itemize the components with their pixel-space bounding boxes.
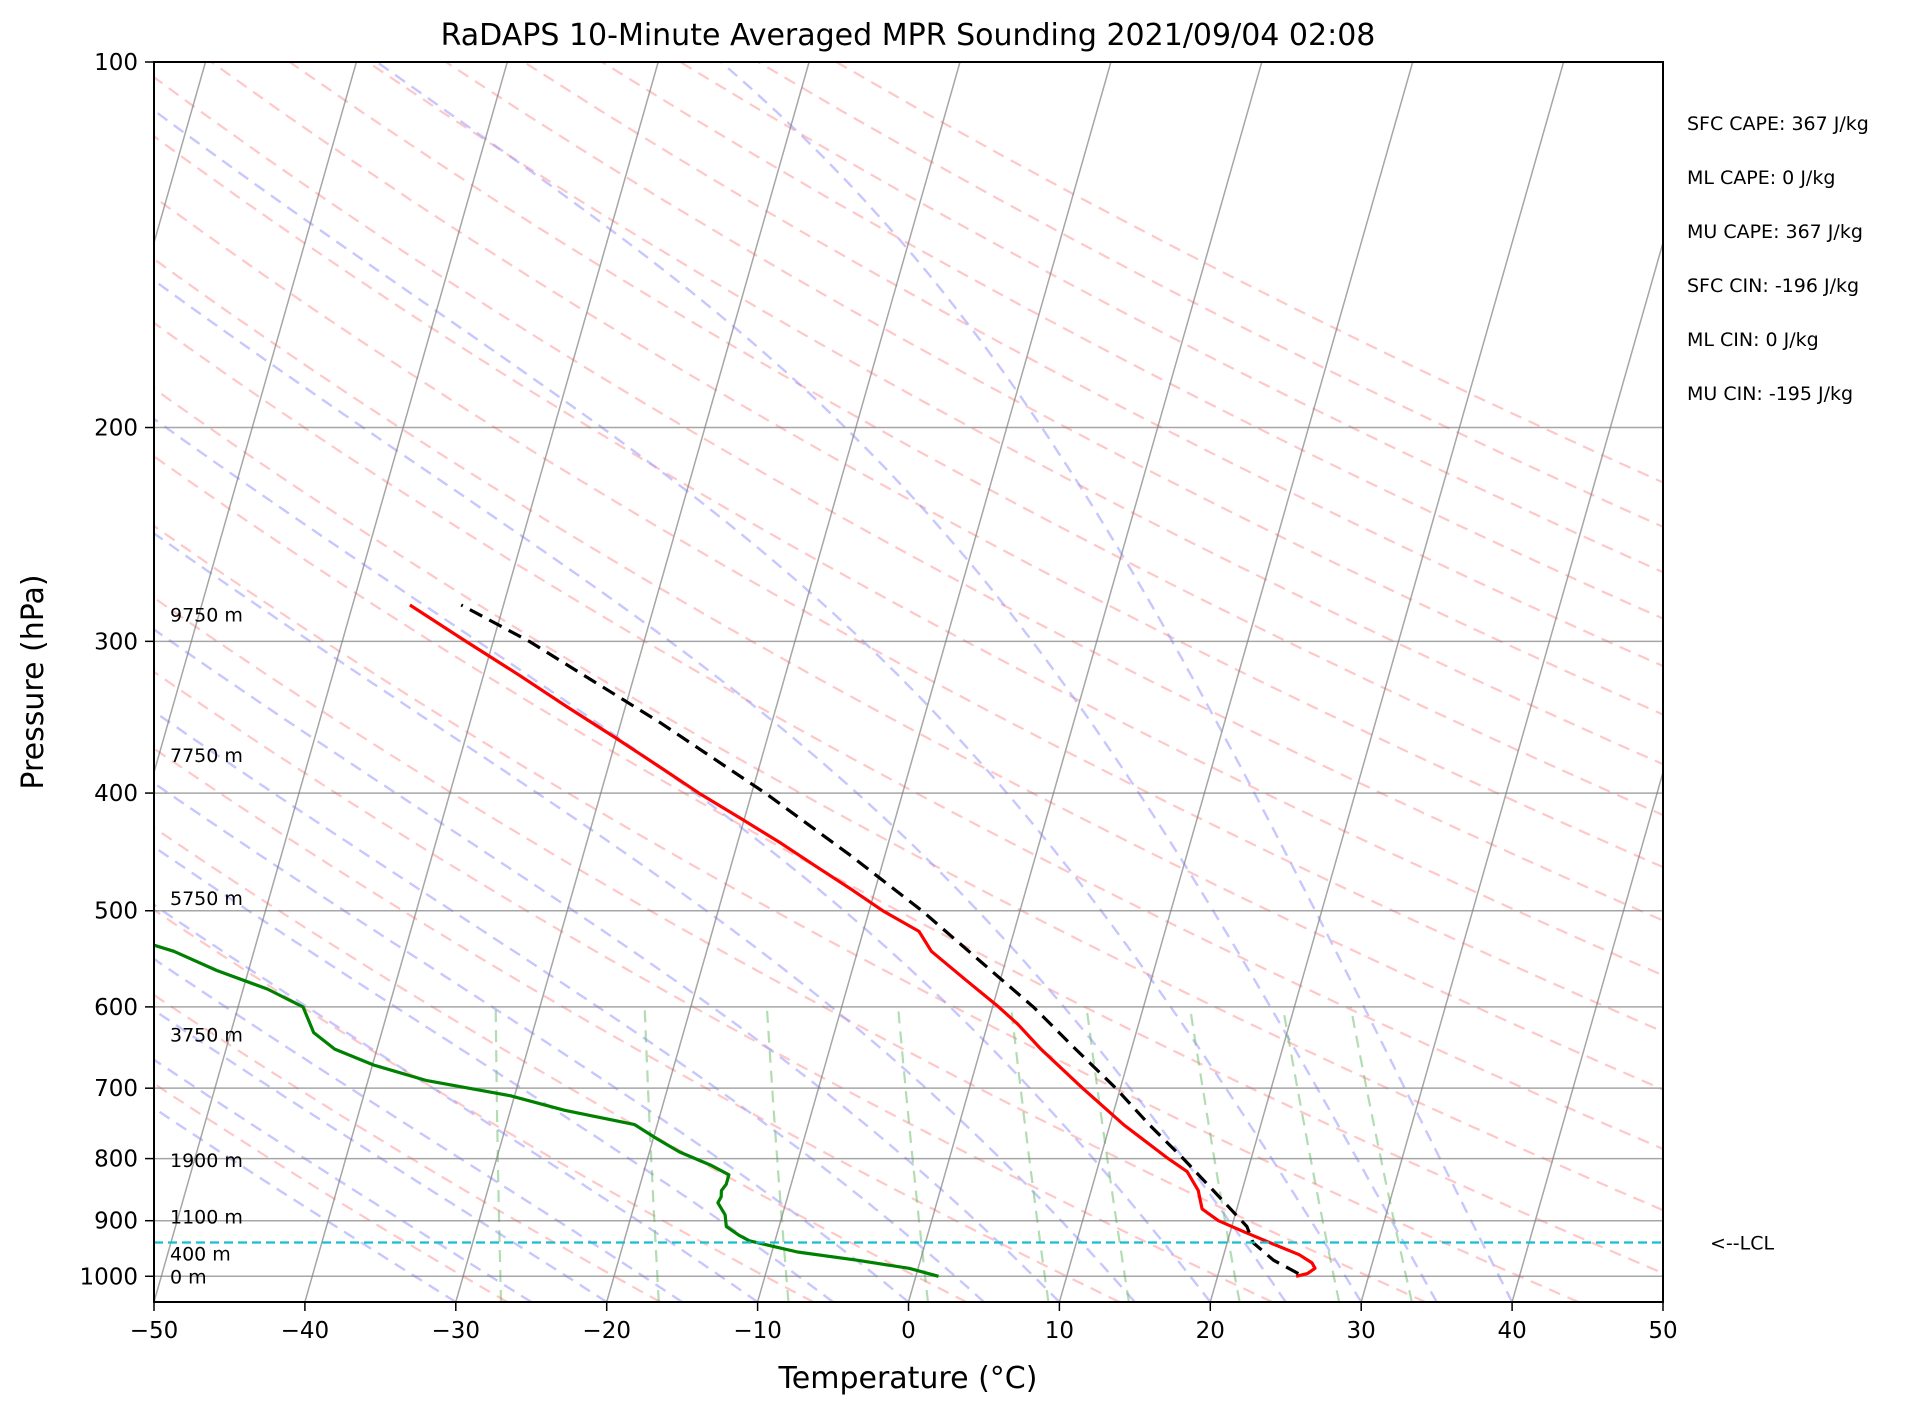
dry-adiabat	[601, 62, 1663, 620]
height-label: 400 m	[170, 1244, 231, 1266]
isotherm	[1360, 240, 1663, 1302]
isotherm	[756, 62, 1112, 1302]
isotherm	[1209, 62, 1565, 1302]
moist-adiabat	[154, 628, 1061, 1302]
dry-adiabat	[154, 321, 1663, 1151]
y-tick-label: 100	[94, 50, 138, 76]
dry-adiabat	[154, 195, 1663, 1033]
moist-adiabat	[376, 62, 1438, 1302]
isotherm	[907, 62, 1263, 1302]
lcl-label: <--LCL	[1710, 1233, 1774, 1255]
sounding-lines	[154, 603, 1317, 1278]
x-axis-label: Temperature (°C)	[778, 1361, 1038, 1396]
axis-ticks: −50 −40 −30 −20 −10 0 10 20 30 40 50 1000 900 800 700 6…	[79, 50, 1677, 1344]
mixing-ratio-line	[1010, 1006, 1050, 1302]
height-label: 1900 m	[170, 1150, 243, 1172]
x-tick-label: −40	[281, 1318, 330, 1344]
x-tick-label: −20	[582, 1318, 631, 1344]
dry-adiabat	[679, 62, 1663, 574]
dry-adiabat	[154, 524, 1579, 1302]
y-tick-label: 700	[94, 1076, 138, 1102]
moist-adiabat	[154, 1008, 608, 1302]
moist-adiabat	[154, 417, 1212, 1302]
height-label: 5750 m	[170, 888, 243, 910]
stat-line: MU CIN: -195 J/kg	[1687, 383, 1853, 405]
dry-adiabat	[210, 62, 1663, 869]
moist-adiabat	[154, 845, 834, 1302]
mixing-ratio-line	[897, 1006, 930, 1302]
stat-line: SFC CAPE: 367 J/kg	[1687, 113, 1869, 135]
height-label: 7750 m	[170, 745, 243, 767]
mixing-ratio-line	[494, 1006, 503, 1302]
y-tick-label: 600	[94, 995, 138, 1021]
y-axis-label: Pressure (hPa)	[16, 574, 51, 789]
mixing-ratio-line	[643, 1006, 660, 1302]
isotherm	[154, 62, 509, 1302]
chart-title: RaDAPS 10-Minute Averaged MPR Sounding 2…	[441, 18, 1376, 53]
y-tick-label: 200	[94, 416, 138, 442]
background-lines	[154, 62, 1663, 1302]
x-tick-label: 0	[901, 1318, 916, 1344]
isotherm	[1058, 62, 1414, 1302]
x-tick-label: 30	[1347, 1318, 1376, 1344]
y-tick-label: 300	[94, 629, 138, 655]
x-tick-label: 50	[1648, 1318, 1677, 1344]
dry-adiabat	[154, 826, 967, 1302]
y-tick-label: 800	[94, 1147, 138, 1173]
x-tick-label: −30	[432, 1318, 481, 1344]
mixing-ratio-line	[1281, 1006, 1341, 1302]
dewpoint-line	[154, 943, 939, 1278]
dry-adiabat	[154, 387, 1663, 1212]
dry-adiabat	[154, 1082, 508, 1302]
stat-line: ML CIN: 0 J/kg	[1687, 329, 1819, 351]
stat-line: MU CAPE: 367 J/kg	[1687, 221, 1863, 243]
height-label: 3750 m	[170, 1024, 243, 1046]
height-label: 1100 m	[170, 1207, 243, 1229]
y-tick-label: 500	[94, 899, 138, 925]
isotherm	[605, 62, 961, 1302]
stat-line: SFC CIN: -196 J/kg	[1687, 275, 1859, 297]
height-label: 0 m	[170, 1266, 207, 1288]
x-tick-label: −50	[130, 1318, 179, 1344]
parcel-line	[460, 603, 1300, 1276]
isotherm	[1511, 769, 1663, 1302]
moist-adiabat	[154, 957, 683, 1302]
dry-adiabat	[154, 455, 1663, 1275]
x-tick-label: −10	[733, 1318, 782, 1344]
y-tick-label: 1000	[79, 1264, 138, 1290]
isotherm	[304, 62, 659, 1302]
moist-adiabat	[154, 109, 1363, 1302]
moist-adiabat	[154, 278, 1287, 1302]
y-tick-label: 900	[94, 1209, 138, 1235]
mixing-ratio-line	[765, 1006, 790, 1302]
moist-adiabat	[154, 710, 985, 1302]
dry-adiabat	[154, 596, 1426, 1302]
stat-line: ML CAPE: 0 J/kg	[1687, 167, 1835, 189]
mixing-ratio-line	[1349, 1006, 1413, 1302]
moist-adiabat	[154, 781, 910, 1302]
y-tick-label: 400	[94, 781, 138, 807]
mixing-ratio-line	[1085, 1006, 1130, 1302]
x-tick-label: 20	[1196, 1318, 1225, 1344]
x-tick-label: 10	[1045, 1318, 1074, 1344]
moist-adiabat	[154, 1058, 532, 1302]
overlay: <--LCL 9750 m 7750 m 5750 m 3750 m 1900 m 1100…	[154, 604, 1774, 1288]
moist-adiabat	[154, 1106, 457, 1302]
stats-panel: SFC CAPE: 367 J/kg ML CAPE: 0 J/kg MU CAPE…	[1687, 113, 1869, 405]
x-tick-label: 40	[1497, 1318, 1526, 1344]
height-label: 9750 m	[170, 604, 243, 626]
dry-adiabat	[154, 257, 1663, 1091]
mixing-ratio-line	[1188, 1006, 1241, 1302]
isotherm	[154, 62, 358, 776]
temperature-line	[409, 603, 1317, 1278]
dry-adiabat	[445, 62, 1663, 716]
